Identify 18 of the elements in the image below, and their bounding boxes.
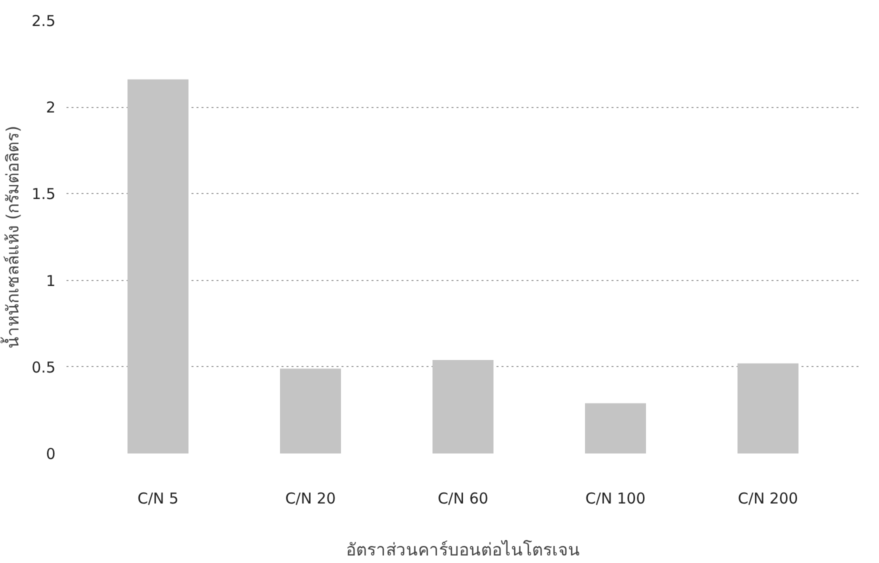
y-tick-label: 2 [46,98,56,117]
y-tick-label: 2.5 [32,12,56,30]
bar [432,360,494,454]
y-tick-label: 0.5 [32,358,56,376]
x-tick-label: C/N 60 [438,490,488,508]
y-tick-label: 0 [46,445,56,463]
bar [738,363,798,454]
y-tick-label: 1.5 [32,185,56,204]
y-tick-label: 1 [46,272,56,290]
x-tick-label: C/N 200 [738,490,798,508]
y-axis-title: น้ำหนักเซลล์แห้ง (กรัมต่อลิตร) [0,126,24,348]
bar [585,403,646,454]
x-tick-label: C/N 5 [137,490,179,508]
x-tick-label: C/N 20 [285,490,336,508]
x-tick-label: C/N 100 [585,490,646,508]
bar [128,79,188,454]
x-axis-title: อัตราส่วนคาร์บอนต่อไนโตรเจน [346,540,580,560]
bar [280,368,341,454]
